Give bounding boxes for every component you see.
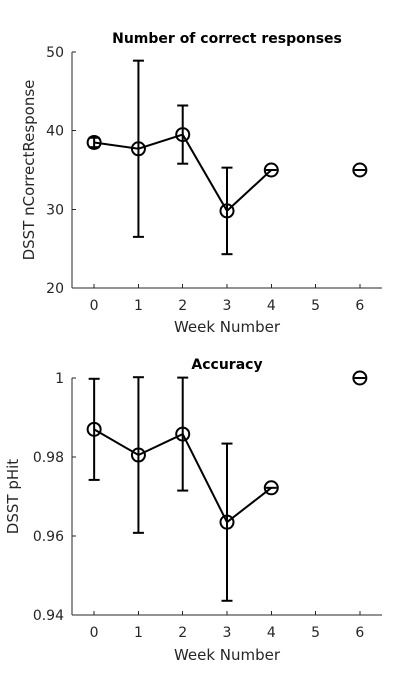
x-tick-label: 3 — [223, 625, 232, 641]
y-tick-label: 0.96 — [33, 529, 64, 545]
y-tick-label: 1 — [55, 371, 64, 387]
x-tick-label: 3 — [223, 298, 232, 314]
data-point — [86, 134, 102, 150]
data-point — [352, 162, 368, 178]
x-tick-label: 5 — [311, 625, 320, 641]
chart-title: Accuracy — [191, 357, 262, 373]
chart-title: Number of correct responses — [112, 31, 342, 47]
x-tick-label: 2 — [178, 625, 187, 641]
chart-accuracy: Accuracy Week Number DSST pHit 0.94 0.96 0… — [4, 357, 382, 664]
x-tick-label: 0 — [90, 625, 99, 641]
data-point — [175, 426, 191, 442]
y-tick-label: 50 — [46, 45, 64, 61]
x-tick-label: 4 — [267, 298, 276, 314]
x-axis-label: Week Number — [174, 318, 281, 336]
y-tick-label: 30 — [46, 202, 64, 218]
data-point — [86, 421, 102, 437]
data-point — [219, 203, 235, 219]
x-tick-label: 2 — [178, 298, 187, 314]
y-tick-label: 0.98 — [33, 450, 64, 466]
x-axis-label: Week Number — [174, 646, 281, 664]
data-point — [130, 141, 146, 157]
data-point — [352, 370, 368, 386]
x-tick-label: 5 — [311, 298, 320, 314]
x-tick-label: 1 — [134, 298, 143, 314]
y-tick-label: 20 — [46, 281, 64, 297]
chart-correct-responses: Number of correct responses Week Number … — [20, 31, 382, 336]
x-tick-label: 6 — [355, 298, 364, 314]
y-tick-label: 0.94 — [33, 608, 64, 624]
data-point — [219, 514, 235, 530]
x-tick-label: 0 — [90, 298, 99, 314]
data-point — [175, 127, 191, 143]
data-point — [130, 447, 146, 463]
x-tick-label: 4 — [267, 625, 276, 641]
y-axis-label: DSST pHit — [4, 459, 22, 534]
x-tick-label: 6 — [355, 625, 364, 641]
data-point — [263, 480, 279, 496]
y-axis-label: DSST nCorrectResponse — [20, 80, 38, 261]
data-point — [263, 162, 279, 178]
y-tick-label: 40 — [46, 124, 64, 140]
x-tick-label: 1 — [134, 625, 143, 641]
